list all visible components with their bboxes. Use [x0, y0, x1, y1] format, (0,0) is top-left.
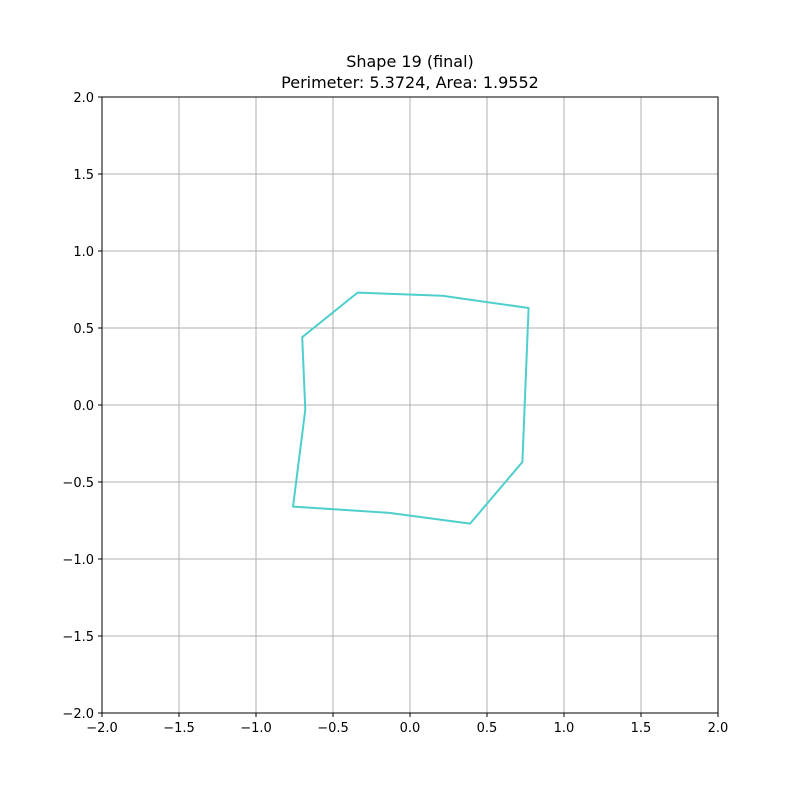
- y-tick-label: 1.0: [73, 245, 94, 260]
- x-tick-label: 0.5: [477, 721, 498, 736]
- series-layer: [292, 291, 530, 525]
- x-tick-label: −1.5: [163, 721, 195, 736]
- y-tick-label: −1.5: [62, 630, 94, 645]
- y-tick-label: −2.0: [62, 707, 94, 722]
- ticks-layer: −2.0 −1.5 −1.0 −0.5 0.0 0.5 1.0 1.5 2.0 −2.0 −1.5 −…: [62, 91, 728, 736]
- y-tick-label: 0.0: [73, 399, 94, 414]
- x-tick-label: −2.0: [86, 721, 118, 736]
- y-tick-label: −1.0: [62, 553, 94, 568]
- x-tick-label: −1.0: [240, 721, 272, 736]
- y-tick-label: 1.5: [73, 168, 94, 183]
- grid-layer: [101, 96, 719, 714]
- chart-title: Shape 19 (final): [346, 52, 474, 71]
- x-tick-label: 1.0: [554, 721, 575, 736]
- y-tick-label: 0.5: [73, 322, 94, 337]
- shape-outline: [292, 291, 530, 525]
- x-tick-label: 1.5: [631, 721, 652, 736]
- x-tick-label: 0.0: [400, 721, 421, 736]
- x-tick-label: 2.0: [708, 721, 729, 736]
- y-tick-label: 2.0: [73, 91, 94, 106]
- y-tick-label: −0.5: [62, 476, 94, 491]
- chart-subtitle: Perimeter: 5.3724, Area: 1.9552: [281, 73, 539, 92]
- x-tick-label: −0.5: [317, 721, 349, 736]
